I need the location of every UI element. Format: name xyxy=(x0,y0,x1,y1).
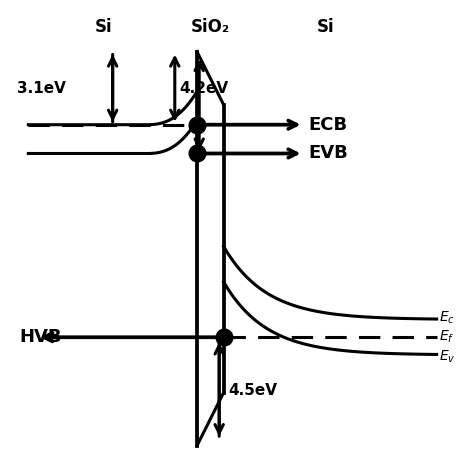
Text: 4.2eV: 4.2eV xyxy=(179,81,228,96)
Text: Si: Si xyxy=(317,18,335,36)
Text: HVB: HVB xyxy=(19,328,62,346)
Point xyxy=(193,121,201,128)
Text: Si: Si xyxy=(95,18,113,36)
Text: 3.1eV: 3.1eV xyxy=(17,81,66,96)
Text: $E_c$: $E_c$ xyxy=(439,309,455,326)
Text: $E_v$: $E_v$ xyxy=(439,349,456,365)
Text: 4.5eV: 4.5eV xyxy=(228,383,277,398)
Text: EVB: EVB xyxy=(308,145,348,163)
Point xyxy=(193,150,201,157)
Text: ECB: ECB xyxy=(308,116,347,134)
Point xyxy=(220,333,228,341)
Text: $E_f$: $E_f$ xyxy=(439,329,454,346)
Text: SiO₂: SiO₂ xyxy=(191,18,230,36)
